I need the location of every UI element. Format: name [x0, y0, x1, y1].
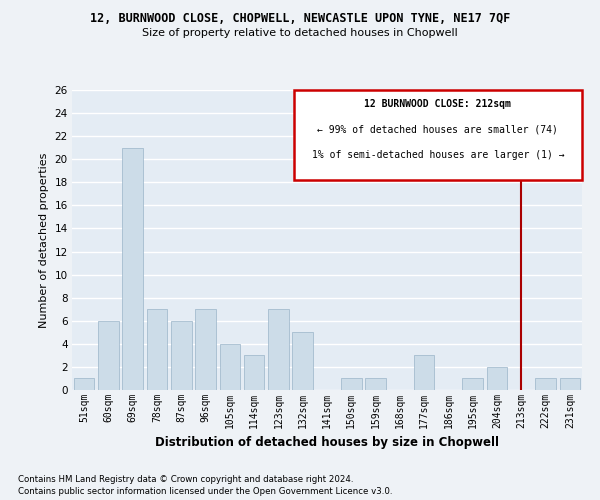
Text: Contains HM Land Registry data © Crown copyright and database right 2024.: Contains HM Land Registry data © Crown c… [18, 475, 353, 484]
Text: 12 BURNWOOD CLOSE: 212sqm: 12 BURNWOOD CLOSE: 212sqm [364, 99, 511, 109]
Bar [122, 148, 143, 390]
Text: 12, BURNWOOD CLOSE, CHOPWELL, NEWCASTLE UPON TYNE, NE17 7QF: 12, BURNWOOD CLOSE, CHOPWELL, NEWCASTLE … [90, 12, 510, 26]
Text: 1% of semi-detached houses are larger (1) →: 1% of semi-detached houses are larger (1… [311, 150, 564, 160]
Y-axis label: Number of detached properties: Number of detached properties [39, 152, 49, 328]
Bar [365, 378, 386, 390]
Text: ← 99% of detached houses are smaller (74): ← 99% of detached houses are smaller (74… [317, 124, 559, 134]
Bar [294, 90, 582, 180]
Bar [98, 321, 119, 390]
Bar [220, 344, 240, 390]
Bar [341, 378, 362, 390]
Bar [292, 332, 313, 390]
Bar [244, 356, 265, 390]
Text: Size of property relative to detached houses in Chopwell: Size of property relative to detached ho… [142, 28, 458, 38]
Bar [146, 309, 167, 390]
Bar [463, 378, 483, 390]
Bar [535, 378, 556, 390]
Text: Contains public sector information licensed under the Open Government Licence v3: Contains public sector information licen… [18, 487, 392, 496]
Bar [171, 321, 191, 390]
Bar [414, 356, 434, 390]
X-axis label: Distribution of detached houses by size in Chopwell: Distribution of detached houses by size … [155, 436, 499, 450]
Bar [195, 309, 216, 390]
Bar [487, 367, 508, 390]
Bar [74, 378, 94, 390]
Bar [560, 378, 580, 390]
Bar [268, 309, 289, 390]
